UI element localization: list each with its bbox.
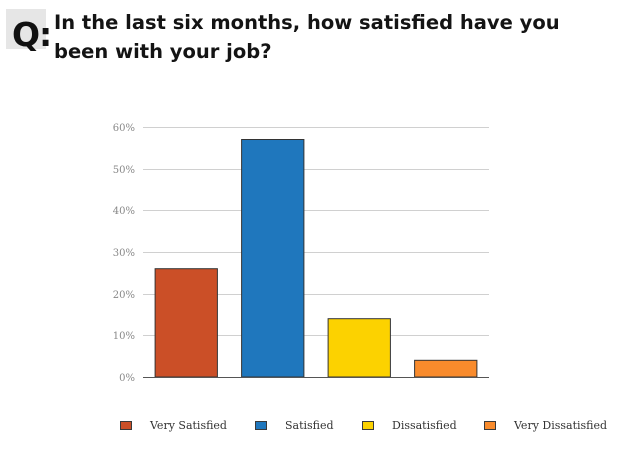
legend-item-satisfied: Satisfied (255, 415, 334, 435)
legend-swatch (362, 420, 374, 430)
question-text: In the last six months, how satisfied ha… (54, 11, 560, 63)
y-tick-label: 40% (113, 206, 135, 217)
legend-swatch (484, 420, 496, 430)
legend-label: Satisfied (285, 418, 334, 432)
y-tick-label: 10% (113, 331, 135, 342)
chart-legend: Very Satisfied Satisfied Dissatisfied Very … (0, 415, 630, 435)
legend-label: Very Satisfied (150, 418, 227, 432)
question-badge: Q: (6, 9, 52, 54)
y-tick-label: 60% (113, 123, 135, 134)
bar-chart: 0% 10% 20% 30% 40% 50% 60% (113, 123, 489, 384)
question-mark-label: Q: (12, 15, 52, 54)
bar-dissatisfied (327, 318, 391, 378)
bar-very-satisfied (154, 268, 218, 378)
y-tick-label: 30% (113, 248, 135, 259)
legend-label: Dissatisfied (392, 418, 457, 432)
bar-very-dissatisfied (414, 359, 478, 378)
legend-label: Very Dissatisfied (514, 418, 608, 432)
y-tick-label: 20% (113, 290, 135, 301)
legend-swatch (120, 420, 132, 430)
y-tick-label: 50% (113, 165, 135, 176)
legend-item-very-satisfied: Very Satisfied (120, 415, 227, 435)
legend-item-very-dissatisfied: Very Dissatisfied (484, 415, 607, 435)
bar-satisfied (241, 139, 305, 378)
legend-item-dissatisfied: Dissatisfied (362, 415, 457, 435)
legend-swatch (255, 420, 267, 430)
y-tick-label: 0% (119, 373, 135, 384)
